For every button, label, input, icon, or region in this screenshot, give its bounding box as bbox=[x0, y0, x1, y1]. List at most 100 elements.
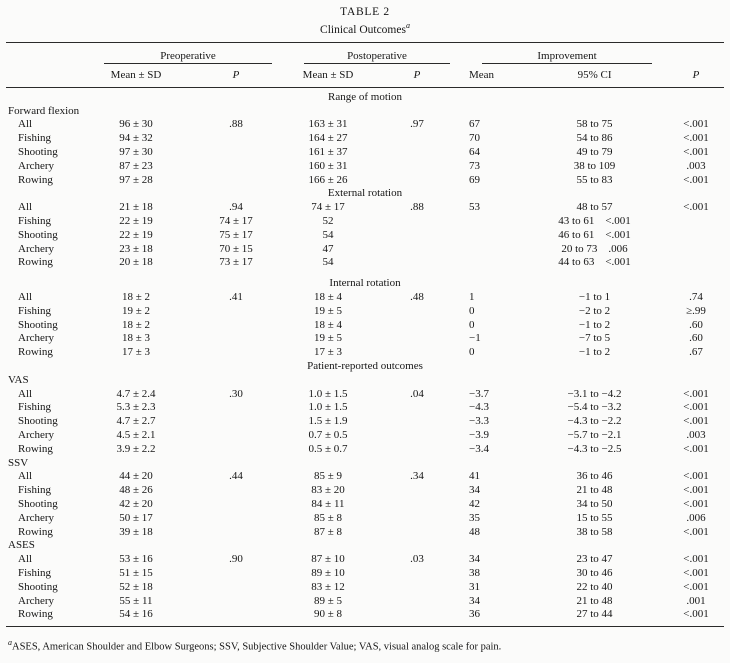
data-row: All 53 ± 16 .90 87 ± 10 .03 34 23 to 47 <.001 bbox=[6, 553, 724, 567]
value-cell: 50 ± 17 bbox=[119, 511, 153, 524]
value-cell bbox=[368, 608, 467, 628]
table-title-block: TABLE 2 Clinical Outcomesa bbox=[6, 6, 724, 37]
value-cell bbox=[184, 160, 288, 174]
value-cell: −3.1 to −4.2 bbox=[567, 387, 622, 400]
data-row: Fishing 48 ± 26 83 ± 20 34 21 to 48 <.001 bbox=[6, 484, 724, 498]
section-row: Range of motion bbox=[6, 87, 724, 104]
row-label: Fishing bbox=[18, 132, 52, 145]
value-cell: 5.3 ± 2.3 bbox=[116, 401, 156, 414]
value-cell: 160 ± 31 bbox=[308, 159, 348, 172]
value-cell: 18 ± 2 bbox=[121, 318, 151, 331]
value-cell: <.001 bbox=[683, 415, 709, 428]
value-cell: 17 ± 3 bbox=[313, 346, 343, 359]
value-cell: 3.9 ± 2.2 bbox=[116, 442, 156, 455]
value-cell: 34 to 50 bbox=[576, 497, 613, 510]
value-cell: 35 bbox=[469, 511, 481, 524]
spacer-cell bbox=[6, 41, 88, 64]
value-cell: 52 ± 18 bbox=[119, 580, 153, 593]
value-cell: −1 to 2 bbox=[578, 346, 611, 359]
value-cell: 4.5 ± 2.1 bbox=[116, 428, 156, 441]
row-label: Archery bbox=[18, 428, 55, 441]
row-label: Rowing bbox=[18, 525, 53, 538]
value-cell: 58 to 75 bbox=[576, 118, 613, 131]
data-row: All 4.7 ± 2.4 .30 1.0 ± 1.5 .04 −3.7 −3.1 to −… bbox=[6, 388, 724, 402]
value-cell: .41 bbox=[229, 290, 243, 303]
value-cell: .67 bbox=[689, 346, 703, 359]
postoperative-spanner: Postoperative bbox=[288, 41, 467, 64]
value-cell: .88 bbox=[229, 118, 243, 131]
value-cell: 89 ± 5 bbox=[313, 594, 343, 607]
value-cell: 97 ± 28 bbox=[119, 173, 153, 186]
value-cell bbox=[466, 229, 521, 243]
value-cell: 20 ± 18 bbox=[119, 256, 153, 269]
value-cell bbox=[184, 429, 288, 443]
value-cell: 34 bbox=[469, 553, 481, 566]
value-cell: 4.7 ± 2.7 bbox=[116, 415, 156, 428]
value-cell bbox=[368, 429, 466, 443]
value-cell: 19 ± 5 bbox=[313, 304, 343, 317]
value-cell bbox=[184, 608, 288, 628]
row-label: Rowing bbox=[18, 346, 53, 359]
value-cell: 74 ± 17 bbox=[311, 201, 345, 214]
row-label: All bbox=[18, 201, 33, 214]
row-label: Rowing bbox=[18, 173, 53, 186]
value-cell: .88 bbox=[410, 201, 424, 214]
value-cell: .30 bbox=[229, 387, 243, 400]
value-cell: 42 bbox=[469, 497, 481, 510]
group-label: ASES bbox=[8, 539, 35, 552]
value-cell bbox=[368, 512, 466, 526]
value-cell bbox=[668, 229, 724, 243]
value-cell: 39 ± 18 bbox=[119, 525, 153, 538]
col-header-postop-p: P bbox=[368, 63, 467, 88]
value-cell: .001 bbox=[686, 594, 706, 607]
value-cell bbox=[184, 319, 288, 333]
value-cell bbox=[184, 484, 288, 498]
value-cell: 69 bbox=[469, 173, 481, 186]
value-cell: 21 to 48 bbox=[576, 484, 613, 497]
value-cell bbox=[184, 174, 288, 188]
value-cell: 49 to 79 bbox=[576, 146, 613, 159]
value-cell: 52 bbox=[322, 215, 334, 227]
value-cell: 1.5 ± 1.9 bbox=[308, 415, 348, 428]
value-cell: <.001 bbox=[683, 442, 709, 455]
value-cell: <.001 bbox=[683, 497, 709, 510]
value-cell: <.001 bbox=[683, 387, 709, 400]
value-cell: 83 ± 20 bbox=[311, 484, 345, 497]
group-label: Forward flexion bbox=[8, 104, 80, 117]
section-row: Internal rotation bbox=[6, 270, 724, 291]
value-cell: −3.9 bbox=[469, 428, 489, 441]
row-label: Shooting bbox=[18, 228, 58, 241]
group-row: Forward flexion bbox=[6, 105, 724, 119]
improvement-spanner-label: Improvement bbox=[482, 50, 653, 64]
value-cell: <.001 bbox=[683, 525, 709, 538]
data-row: Archery 4.5 ± 2.1 0.7 ± 0.5 −3.9 −5.7 to −2.… bbox=[6, 429, 724, 443]
improvement-spanner: Improvement bbox=[466, 41, 669, 64]
value-cell bbox=[368, 332, 466, 346]
value-cell bbox=[184, 401, 288, 415]
row-label: Fishing bbox=[18, 304, 52, 317]
value-cell: 46 to 61 <.001 bbox=[558, 228, 631, 241]
value-cell bbox=[184, 498, 288, 512]
value-cell bbox=[368, 443, 466, 457]
value-cell: −3.4 bbox=[469, 442, 489, 455]
value-cell: <.001 bbox=[683, 580, 709, 593]
row-label: All bbox=[18, 553, 33, 566]
value-cell bbox=[668, 256, 724, 270]
data-row: Archery 55 ± 11 89 ± 5 34 21 to 48 .001 bbox=[6, 595, 724, 609]
value-cell: ≥.99 bbox=[686, 304, 706, 317]
value-cell: 47 bbox=[322, 242, 334, 255]
data-row: Shooting 4.7 ± 2.7 1.5 ± 1.9 −3.3 −4.3 to −2… bbox=[6, 415, 724, 429]
data-row: Fishing 22 ± 19 74 ± 17 52 43 to 61 <.001 bbox=[6, 215, 724, 229]
value-cell: 75 ± 17 bbox=[219, 228, 253, 241]
data-row: All 44 ± 20 .44 85 ± 9 .34 41 36 to 46 <.001 bbox=[6, 470, 724, 484]
value-cell bbox=[368, 401, 466, 415]
value-cell bbox=[368, 305, 466, 319]
value-cell: −5.7 to −2.1 bbox=[567, 428, 622, 441]
row-label: All bbox=[18, 470, 33, 483]
value-cell: 44 ± 20 bbox=[119, 470, 153, 483]
value-cell bbox=[368, 229, 466, 243]
row-label: Fishing bbox=[18, 484, 52, 497]
value-cell: 70 bbox=[469, 132, 481, 145]
value-cell: 19 ± 5 bbox=[313, 332, 343, 345]
